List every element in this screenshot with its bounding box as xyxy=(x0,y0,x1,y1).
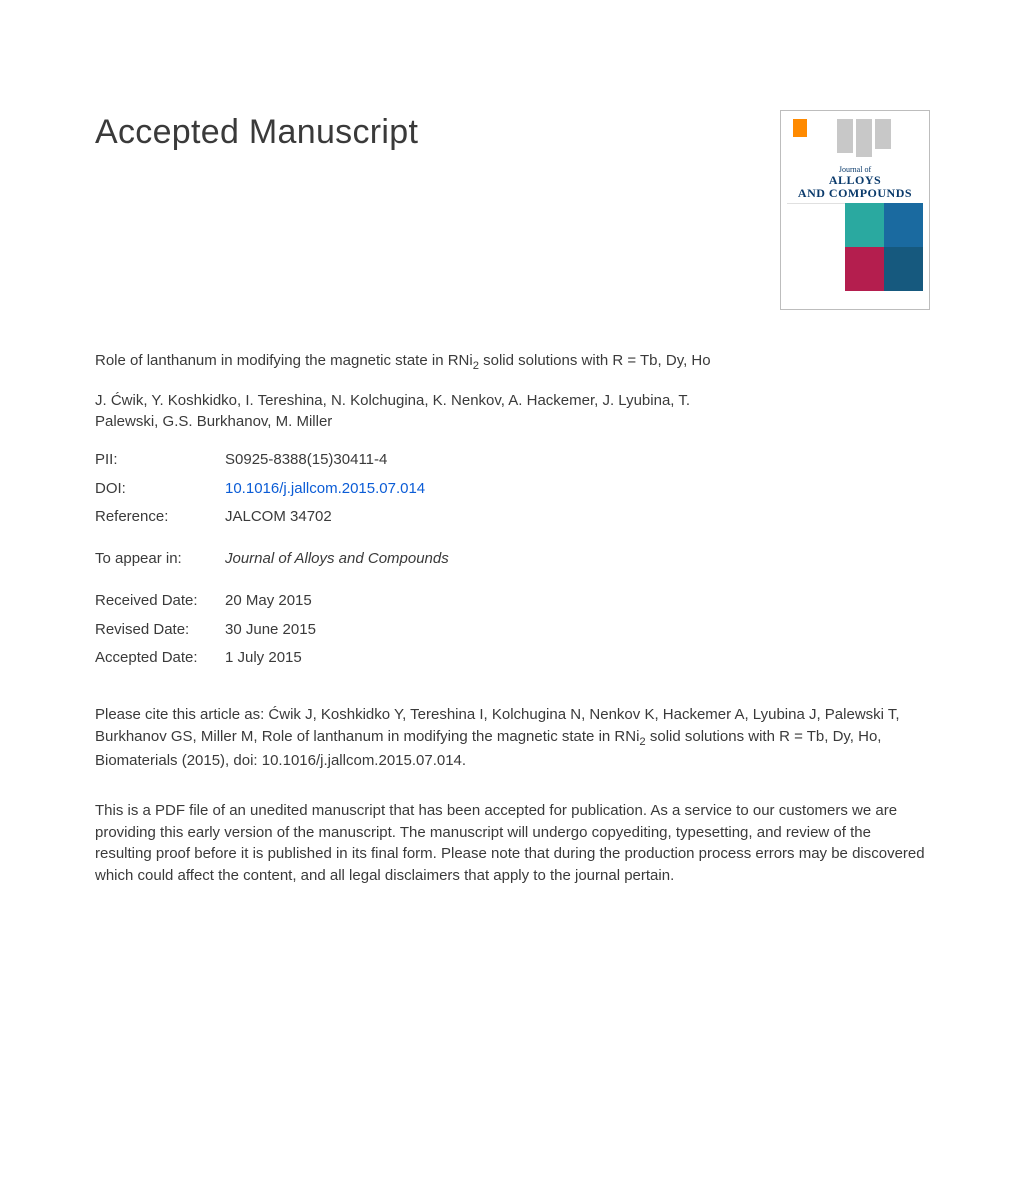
table-row: To appear in: Journal of Alloys and Comp… xyxy=(95,545,449,573)
pii-value: S0925-8388(15)30411-4 xyxy=(225,446,449,474)
appear-value: Journal of Alloys and Compounds xyxy=(225,545,449,573)
table-row: Accepted Date: 1 July 2015 xyxy=(95,644,449,672)
citation-text: Please cite this article as: Ćwik J, Kos… xyxy=(95,704,930,772)
author-list: J. Ćwik, Y. Koshkidko, I. Tereshina, N. … xyxy=(95,390,735,432)
accepted-label: Accepted Date: xyxy=(95,644,225,672)
article-title: Role of lanthanum in modifying the magne… xyxy=(95,350,930,374)
metadata-table: PII: S0925-8388(15)30411-4 DOI: 10.1016/… xyxy=(95,446,449,672)
table-row: Reference: JALCOM 34702 xyxy=(95,503,449,531)
cover-title-line3: AND COMPOUNDS xyxy=(787,187,923,200)
table-row: PII: S0925-8388(15)30411-4 xyxy=(95,446,449,474)
page-title: Accepted Manuscript xyxy=(95,110,418,156)
doi-link[interactable]: 10.1016/j.jallcom.2015.07.014 xyxy=(225,480,425,497)
header-row: Accepted Manuscript Journal of ALLOYS AN… xyxy=(95,110,930,310)
title-text-post: solid solutions with R = Tb, Dy, Ho xyxy=(479,352,711,369)
cover-top-graphic xyxy=(787,117,923,163)
received-label: Received Date: xyxy=(95,587,225,615)
revised-value: 30 June 2015 xyxy=(225,616,449,644)
reference-label: Reference: xyxy=(95,503,225,531)
journal-cover-thumbnail: Journal of ALLOYS AND COMPOUNDS xyxy=(780,110,930,310)
cover-bars-icon xyxy=(811,119,917,161)
title-text-pre: Role of lanthanum in modifying the magne… xyxy=(95,352,473,369)
publisher-mark-icon xyxy=(793,119,807,137)
doi-label: DOI: xyxy=(95,475,225,503)
pii-label: PII: xyxy=(95,446,225,474)
reference-value: JALCOM 34702 xyxy=(225,503,449,531)
received-value: 20 May 2015 xyxy=(225,587,449,615)
table-row: DOI: 10.1016/j.jallcom.2015.07.014 xyxy=(95,475,449,503)
cover-color-grid xyxy=(787,203,923,291)
revised-label: Revised Date: xyxy=(95,616,225,644)
table-row: Received Date: 20 May 2015 xyxy=(95,587,449,615)
accepted-value: 1 July 2015 xyxy=(225,644,449,672)
appear-label: To appear in: xyxy=(95,545,225,573)
disclaimer-text: This is a PDF file of an unedited manusc… xyxy=(95,800,930,887)
table-row: Revised Date: 30 June 2015 xyxy=(95,616,449,644)
cover-journal-title: Journal of ALLOYS AND COMPOUNDS xyxy=(787,166,923,200)
